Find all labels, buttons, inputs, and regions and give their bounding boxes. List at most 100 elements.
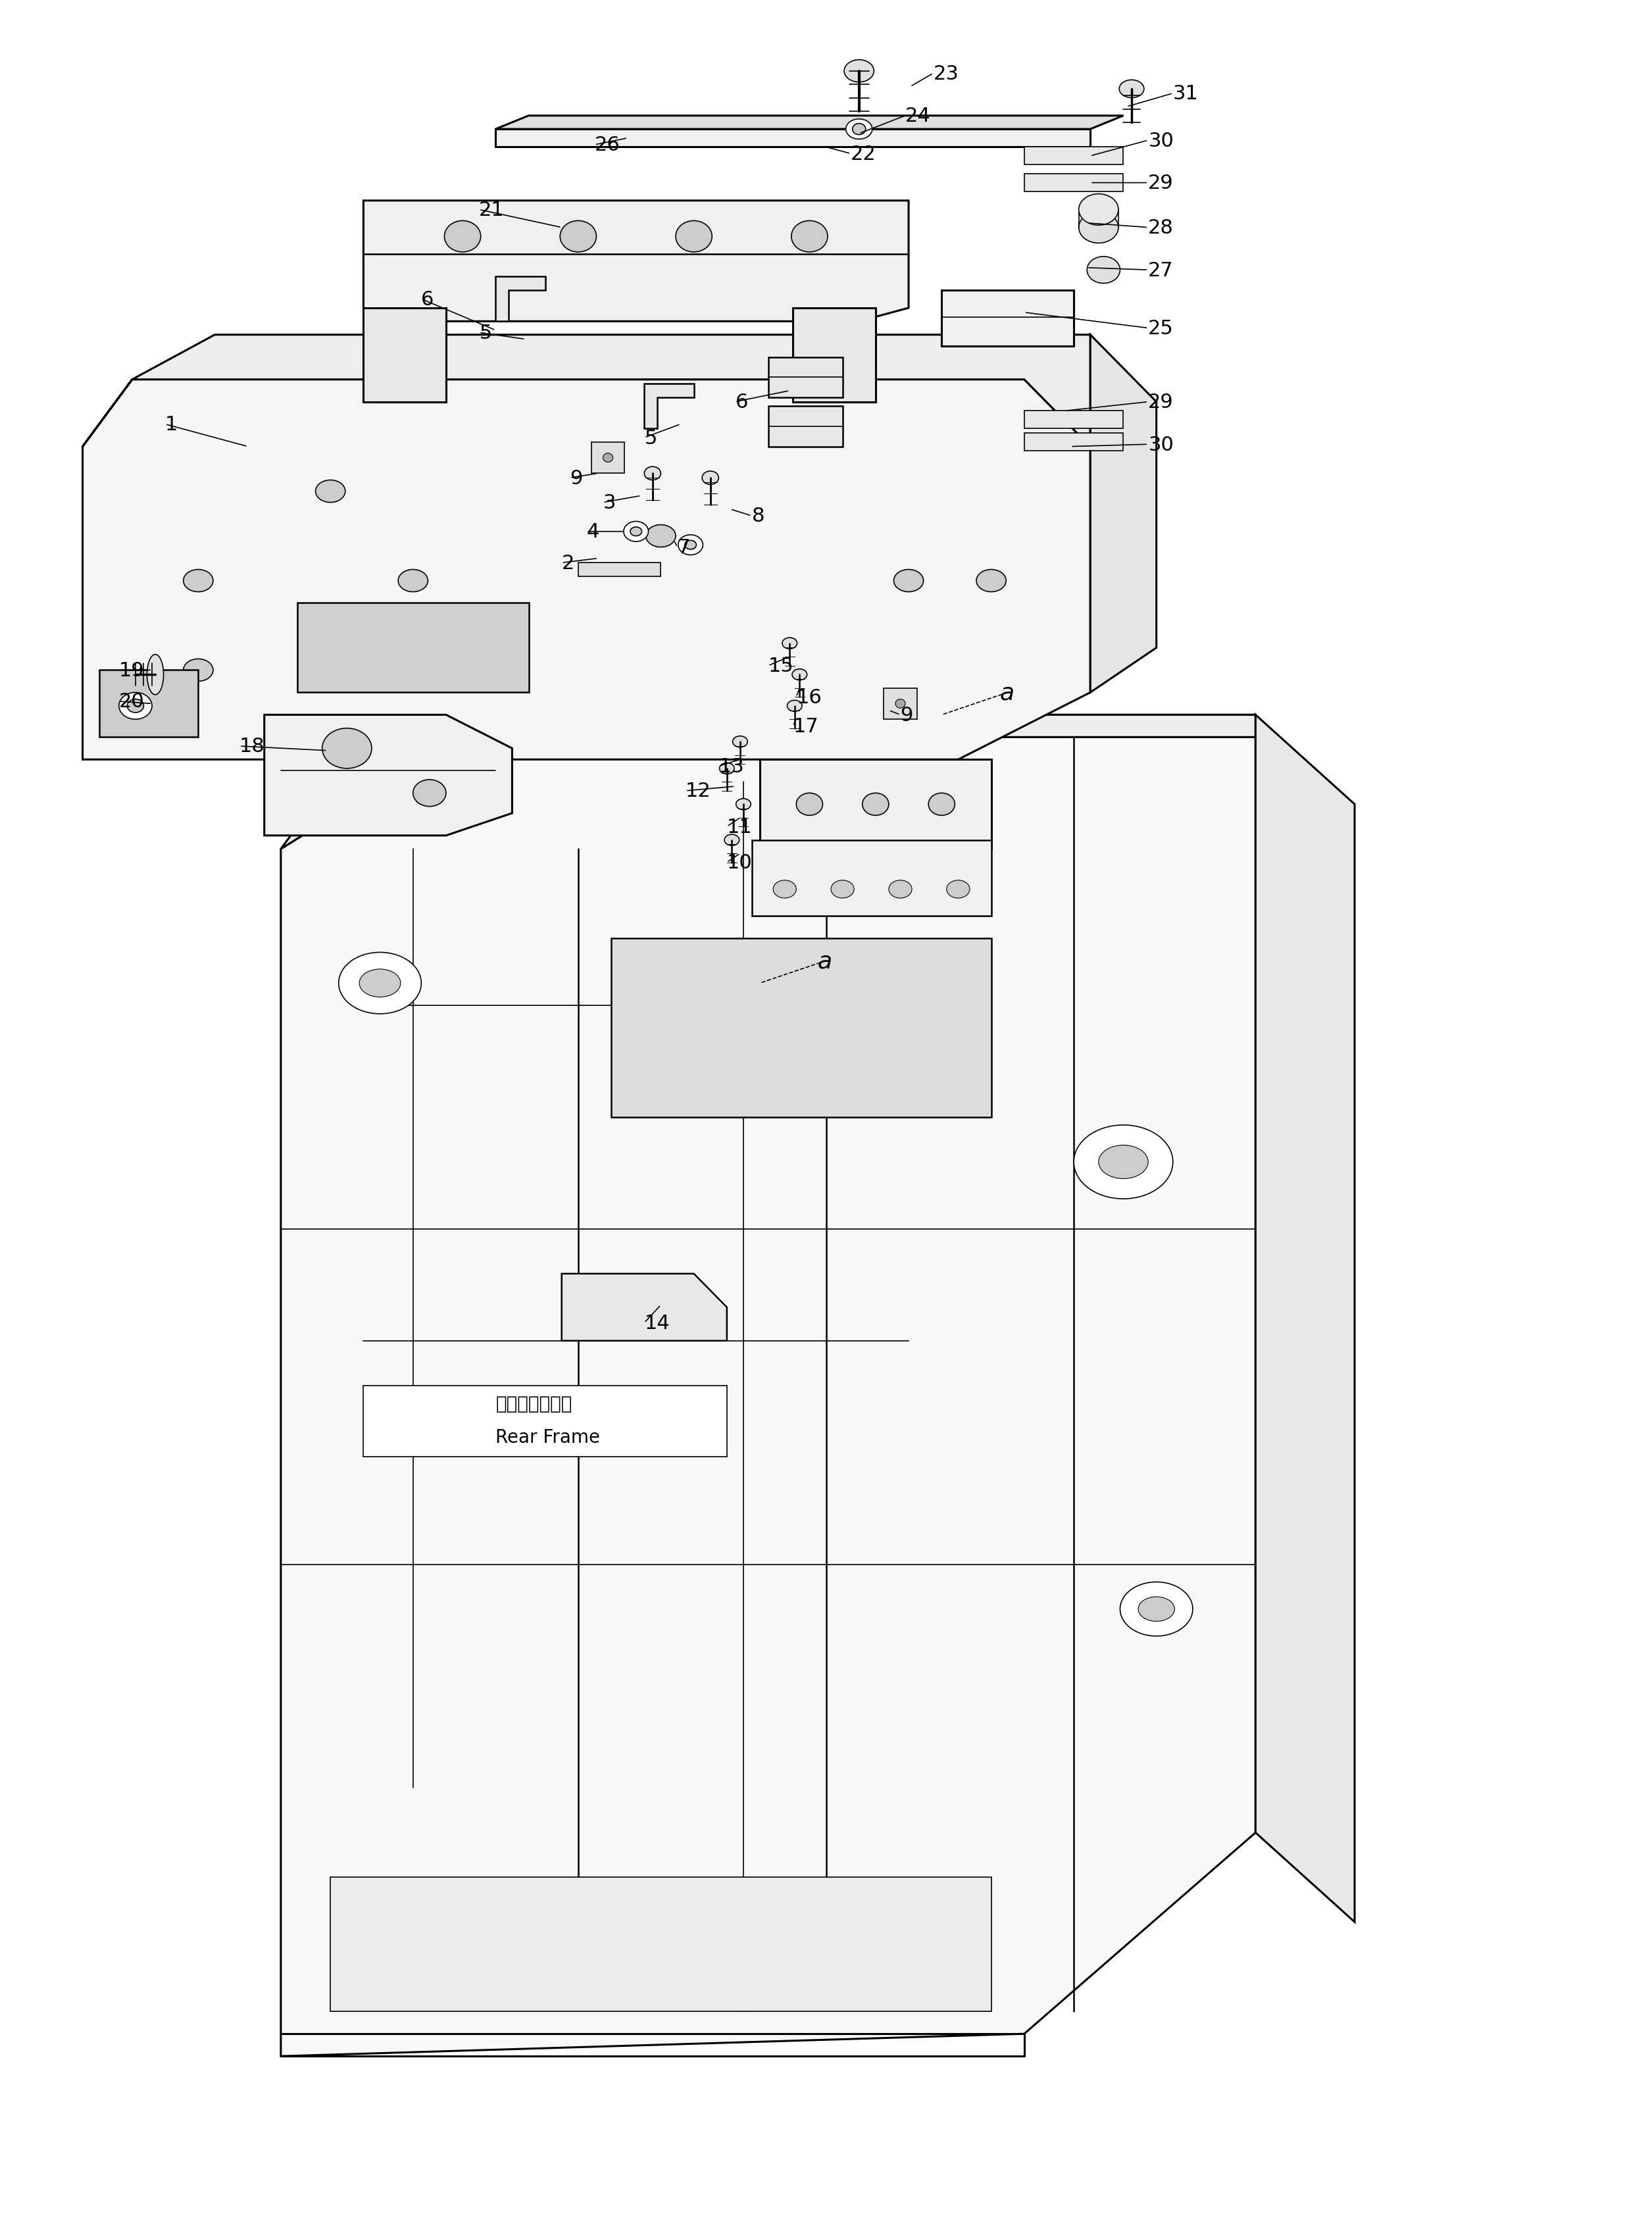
Text: 28: 28	[1148, 219, 1173, 237]
Text: 16: 16	[796, 688, 821, 706]
Ellipse shape	[947, 881, 970, 898]
Ellipse shape	[1087, 257, 1120, 284]
Text: 8: 8	[752, 507, 765, 525]
Polygon shape	[1024, 411, 1123, 429]
Text: 15: 15	[768, 657, 793, 675]
Ellipse shape	[862, 793, 889, 816]
Polygon shape	[83, 380, 1090, 760]
Ellipse shape	[976, 570, 1006, 592]
Ellipse shape	[831, 881, 854, 898]
Ellipse shape	[781, 639, 798, 648]
Ellipse shape	[1079, 212, 1118, 244]
Ellipse shape	[852, 123, 866, 136]
Ellipse shape	[786, 702, 803, 711]
Text: 5: 5	[479, 324, 492, 342]
Text: Rear Frame: Rear Frame	[496, 1428, 600, 1446]
Text: 26: 26	[595, 136, 620, 154]
Text: 2: 2	[562, 554, 575, 572]
Text: 6: 6	[421, 291, 434, 308]
Text: 29: 29	[1148, 174, 1173, 192]
Polygon shape	[768, 407, 843, 447]
Ellipse shape	[684, 541, 697, 550]
Text: 17: 17	[793, 717, 818, 735]
Text: 7: 7	[677, 539, 691, 557]
Polygon shape	[793, 308, 876, 402]
Polygon shape	[1024, 148, 1123, 165]
Polygon shape	[1256, 715, 1355, 1922]
Text: 30: 30	[1148, 132, 1173, 150]
Text: a: a	[999, 682, 1014, 704]
Polygon shape	[363, 201, 909, 322]
Ellipse shape	[1120, 1582, 1193, 1636]
Text: 11: 11	[727, 818, 752, 836]
Polygon shape	[578, 563, 661, 577]
Ellipse shape	[413, 780, 446, 807]
Text: 23: 23	[933, 65, 958, 83]
Polygon shape	[884, 688, 917, 720]
Ellipse shape	[889, 881, 912, 898]
Text: 6: 6	[735, 393, 748, 411]
Ellipse shape	[147, 655, 164, 695]
Text: 29: 29	[1148, 393, 1173, 411]
Ellipse shape	[358, 970, 400, 997]
Ellipse shape	[733, 735, 748, 746]
Ellipse shape	[631, 527, 641, 536]
Ellipse shape	[895, 700, 905, 708]
Text: 18: 18	[240, 738, 264, 755]
Ellipse shape	[603, 454, 613, 463]
Text: 25: 25	[1148, 320, 1173, 337]
Polygon shape	[83, 335, 1090, 447]
Ellipse shape	[1138, 1596, 1175, 1623]
Ellipse shape	[719, 764, 733, 773]
Text: 22: 22	[851, 145, 876, 163]
Text: 9: 9	[570, 469, 583, 487]
Text: 9: 9	[900, 706, 914, 724]
Ellipse shape	[894, 570, 923, 592]
Ellipse shape	[183, 570, 213, 592]
Text: 1: 1	[165, 416, 178, 434]
Ellipse shape	[735, 800, 750, 809]
Ellipse shape	[1079, 194, 1118, 226]
Text: 13: 13	[719, 758, 743, 776]
Ellipse shape	[793, 670, 808, 682]
Polygon shape	[496, 116, 1123, 130]
Ellipse shape	[1074, 1126, 1173, 1198]
Ellipse shape	[183, 659, 213, 682]
Text: 10: 10	[727, 854, 752, 872]
Text: 27: 27	[1148, 261, 1173, 279]
Polygon shape	[363, 308, 446, 402]
Polygon shape	[644, 384, 694, 429]
Polygon shape	[611, 939, 991, 1118]
Bar	[363, 1386, 727, 1457]
Ellipse shape	[444, 221, 481, 253]
Ellipse shape	[322, 729, 372, 769]
Polygon shape	[591, 443, 624, 474]
Text: 12: 12	[686, 782, 710, 800]
Polygon shape	[496, 130, 1090, 148]
Text: 19: 19	[119, 662, 144, 679]
Polygon shape	[760, 760, 991, 849]
Ellipse shape	[677, 536, 704, 557]
Ellipse shape	[846, 118, 872, 141]
Text: a: a	[818, 950, 833, 972]
Text: リヤーフレーム: リヤーフレーム	[496, 1395, 572, 1413]
Ellipse shape	[844, 60, 874, 83]
Text: 14: 14	[644, 1314, 669, 1332]
Polygon shape	[496, 277, 545, 322]
Ellipse shape	[724, 834, 740, 845]
Polygon shape	[768, 358, 843, 398]
Polygon shape	[297, 603, 529, 693]
Text: 4: 4	[586, 523, 600, 541]
Polygon shape	[1024, 174, 1123, 192]
Polygon shape	[281, 715, 1256, 849]
Ellipse shape	[316, 481, 345, 503]
Text: 3: 3	[603, 494, 616, 512]
Text: 31: 31	[1173, 85, 1198, 103]
Ellipse shape	[560, 221, 596, 253]
Ellipse shape	[773, 881, 796, 898]
Text: 30: 30	[1148, 436, 1173, 454]
Ellipse shape	[644, 467, 661, 481]
Ellipse shape	[624, 521, 648, 543]
Text: 24: 24	[905, 107, 930, 125]
Polygon shape	[1090, 335, 1156, 693]
